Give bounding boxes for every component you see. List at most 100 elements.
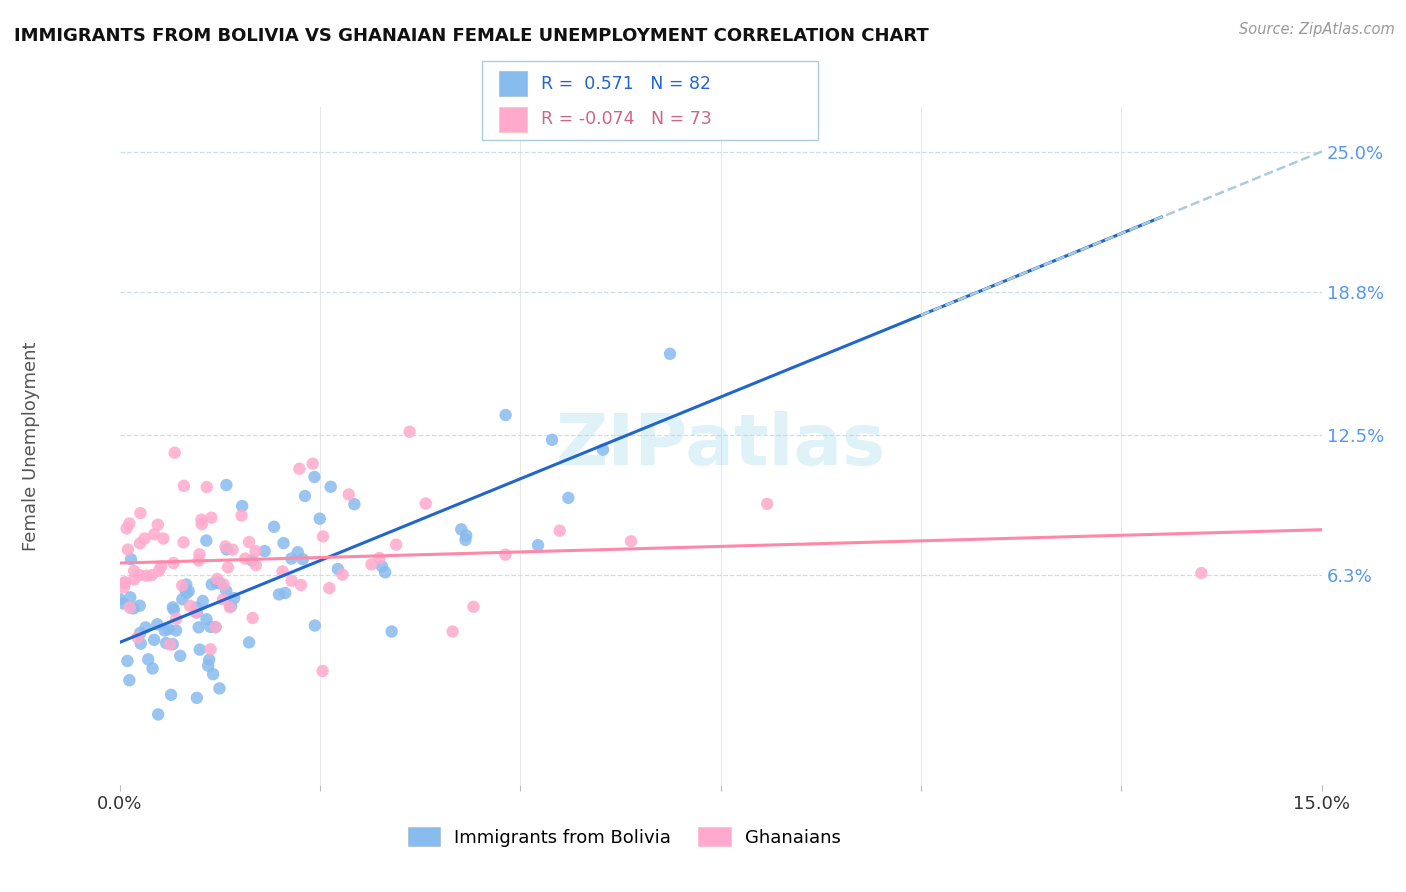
Point [174,582,197,596]
Point [162,600,184,615]
Point [374,566,396,580]
Point [141,568,163,582]
Point [291,552,314,566]
Point [231,499,253,513]
Point [494,548,516,562]
Point [294,489,316,503]
Text: ZIPatlas: ZIPatlas [555,411,886,481]
Point [143,632,166,647]
Point [120,552,142,566]
Point [143,527,166,541]
Point [548,524,571,538]
Point [557,491,579,505]
Point [169,648,191,663]
Point [288,461,311,475]
Point [1191,566,1213,580]
Point [186,600,208,615]
Point [620,534,643,549]
Point [136,652,159,666]
Point [195,533,218,548]
Point [205,575,228,590]
Point [463,599,485,614]
Point [176,586,198,600]
Point [318,581,340,595]
Point [129,506,152,520]
Point [240,553,263,567]
Point [212,577,235,591]
Point [332,567,354,582]
Point [271,564,294,578]
Point [179,599,201,613]
Point [456,528,478,542]
Point [165,624,187,638]
Point [165,612,187,626]
Point [371,559,394,574]
Point [756,497,779,511]
Point [198,653,221,667]
Point [173,479,195,493]
Point [120,591,142,605]
Point [172,578,194,592]
Point [280,574,302,588]
Point [212,592,235,607]
Point [495,408,517,422]
Point [174,577,197,591]
Point [112,596,135,610]
Point [242,611,264,625]
Point [114,575,136,590]
Point [162,556,184,570]
Point [191,594,214,608]
Point [177,584,200,599]
Point [118,600,141,615]
Point [187,620,209,634]
Point [308,511,330,525]
Point [162,637,184,651]
Point [204,620,226,634]
Point [231,508,253,523]
Point [195,612,218,626]
Point [188,547,211,561]
Point [233,551,256,566]
Point [224,591,246,606]
Point [204,620,226,634]
Point [122,564,145,578]
Point [195,480,218,494]
Point [274,586,297,600]
Point [659,347,682,361]
Point [245,558,267,573]
Point [118,516,141,531]
Point [200,642,222,657]
Point [163,602,186,616]
Point [450,522,472,536]
Point [186,606,208,620]
Text: R =  0.571   N = 82: R = 0.571 N = 82 [541,75,711,93]
Point [215,542,238,557]
Point [201,577,224,591]
Point [184,605,207,619]
Point [245,544,267,558]
Point [221,542,243,557]
Point [115,521,138,535]
Point [129,626,152,640]
Point [287,545,309,559]
Point [129,536,152,550]
Point [172,592,194,607]
Point [187,553,209,567]
Point [200,620,222,634]
Point [157,622,180,636]
Point [200,510,222,524]
Point [326,562,349,576]
Point [134,532,156,546]
Point [360,558,382,572]
Point [202,667,225,681]
Point [188,642,211,657]
Point [218,600,240,615]
Point [337,487,360,501]
Point [238,635,260,649]
Point [304,470,326,484]
Point [253,544,276,558]
Legend: Immigrants from Bolivia, Ghanaians: Immigrants from Bolivia, Ghanaians [401,820,848,854]
Point [108,592,131,607]
Point [385,538,408,552]
Point [273,536,295,550]
